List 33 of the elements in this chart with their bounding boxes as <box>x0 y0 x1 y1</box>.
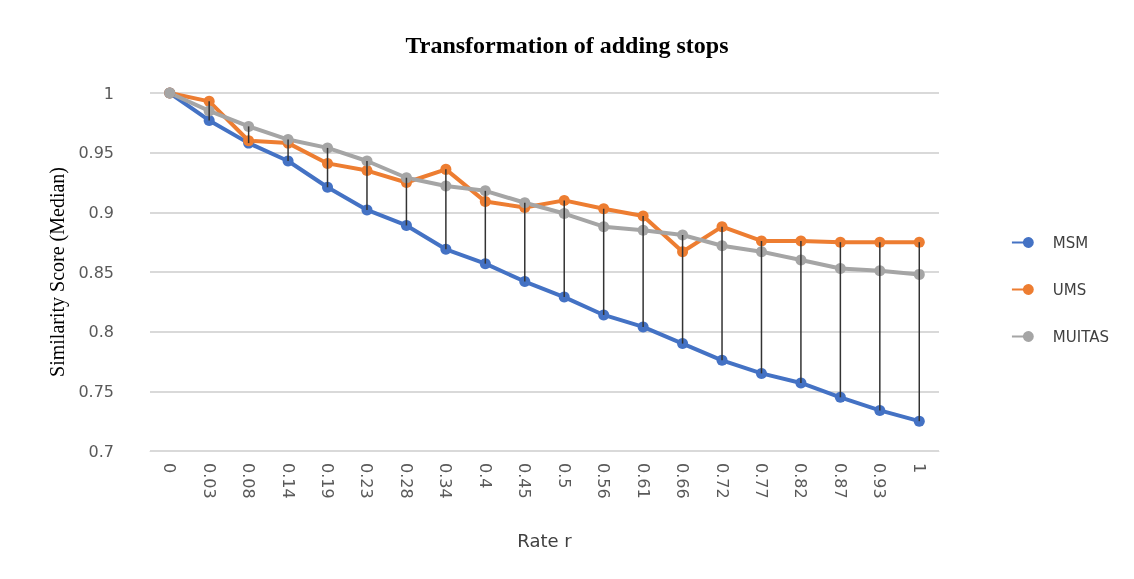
y-tick-label: 0.7 <box>88 441 114 461</box>
x-tick-label: 0.66 <box>673 463 693 499</box>
y-tick-label: 0.9 <box>88 202 114 222</box>
x-tick-label: 0.87 <box>830 463 850 499</box>
x-tick-label: 0.23 <box>357 463 377 499</box>
x-tick-label: 0.56 <box>594 463 614 499</box>
x-tick-label: 0.4 <box>475 463 495 489</box>
x-tick-label: 1 <box>909 463 929 474</box>
legend-label: UMS <box>1052 280 1087 299</box>
x-tick-label: 0 <box>160 463 180 474</box>
x-tick-label: 0.03 <box>199 463 219 499</box>
y-tick-label: 0.8 <box>88 322 114 342</box>
x-tick-label: 0.45 <box>515 463 535 499</box>
x-tick-label: 0.14 <box>278 463 298 499</box>
chart-title: Transformation of adding stops <box>405 32 729 58</box>
x-tick-label: 0.28 <box>396 463 416 499</box>
x-tick-label: 0.61 <box>633 463 653 499</box>
x-tick-label: 0.93 <box>870 463 890 499</box>
x-tick-label: 0.77 <box>751 463 771 499</box>
y-tick-label: 0.95 <box>78 143 114 163</box>
x-tick-label: 0.08 <box>239 463 259 499</box>
x-tick-label: 0.19 <box>318 463 338 499</box>
x-axis-title: Rate r <box>517 529 573 551</box>
x-tick-label: 0.34 <box>436 463 456 499</box>
y-tick-label: 1 <box>103 83 114 103</box>
legend-label: MSM <box>1052 233 1089 252</box>
x-tick-label: 0.72 <box>712 463 732 499</box>
x-tick-label: 0.5 <box>554 463 574 489</box>
x-tick-label: 0.82 <box>791 463 811 499</box>
y-tick-label: 0.85 <box>78 262 114 282</box>
y-axis-title: Similarity Score (Median) <box>46 167 70 377</box>
y-tick-label: 0.75 <box>78 381 114 401</box>
legend-label: MUITAS <box>1052 327 1110 346</box>
